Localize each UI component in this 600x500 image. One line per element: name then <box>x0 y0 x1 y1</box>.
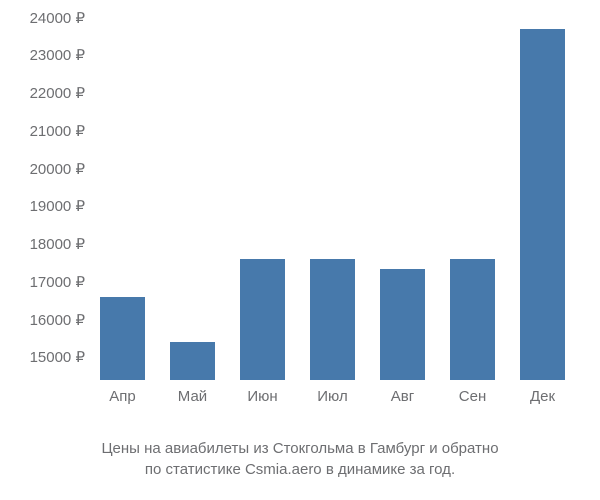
y-tick-label: 15000 ₽ <box>30 348 85 366</box>
plot-area <box>95 10 585 380</box>
y-tick-label: 17000 ₽ <box>30 273 85 291</box>
y-tick-label: 18000 ₽ <box>30 235 85 253</box>
y-tick-label: 22000 ₽ <box>30 84 85 102</box>
bar <box>450 259 495 380</box>
bar <box>100 297 145 380</box>
chart-caption: Цены на авиабилеты из Стокгольма в Гамбу… <box>0 438 600 480</box>
bar <box>520 29 565 380</box>
bar <box>310 259 355 380</box>
x-tick-label: Июн <box>247 388 277 405</box>
y-tick-label: 23000 ₽ <box>30 46 85 64</box>
y-tick-label: 19000 ₽ <box>30 197 85 215</box>
y-axis: 15000 ₽ 16000 ₽ 17000 ₽ 18000 ₽ 19000 ₽ 20000… <box>10 10 90 380</box>
y-tick-label: 21000 ₽ <box>30 122 85 140</box>
caption-line-1: Цены на авиабилеты из Стокгольма в Гамбу… <box>101 440 498 457</box>
y-tick-label: 24000 ₽ <box>30 9 85 27</box>
y-tick-label: 16000 ₽ <box>30 311 85 329</box>
x-tick-label: Авг <box>391 388 414 405</box>
caption-line-2: по статистике Csmia.aero в динамике за г… <box>145 461 455 478</box>
bar <box>170 342 215 380</box>
price-chart: 15000 ₽ 16000 ₽ 17000 ₽ 18000 ₽ 19000 ₽ 20000… <box>10 10 590 430</box>
bar <box>380 269 425 380</box>
y-tick-label: 20000 ₽ <box>30 160 85 178</box>
bar <box>240 259 285 380</box>
x-tick-label: Дек <box>530 388 555 405</box>
x-tick-label: Сен <box>459 388 486 405</box>
x-tick-label: Июл <box>317 388 347 405</box>
x-tick-label: Апр <box>109 388 135 405</box>
x-tick-label: Май <box>178 388 207 405</box>
x-axis: Апр Май Июн Июл Авг Сен Дек <box>95 388 585 418</box>
